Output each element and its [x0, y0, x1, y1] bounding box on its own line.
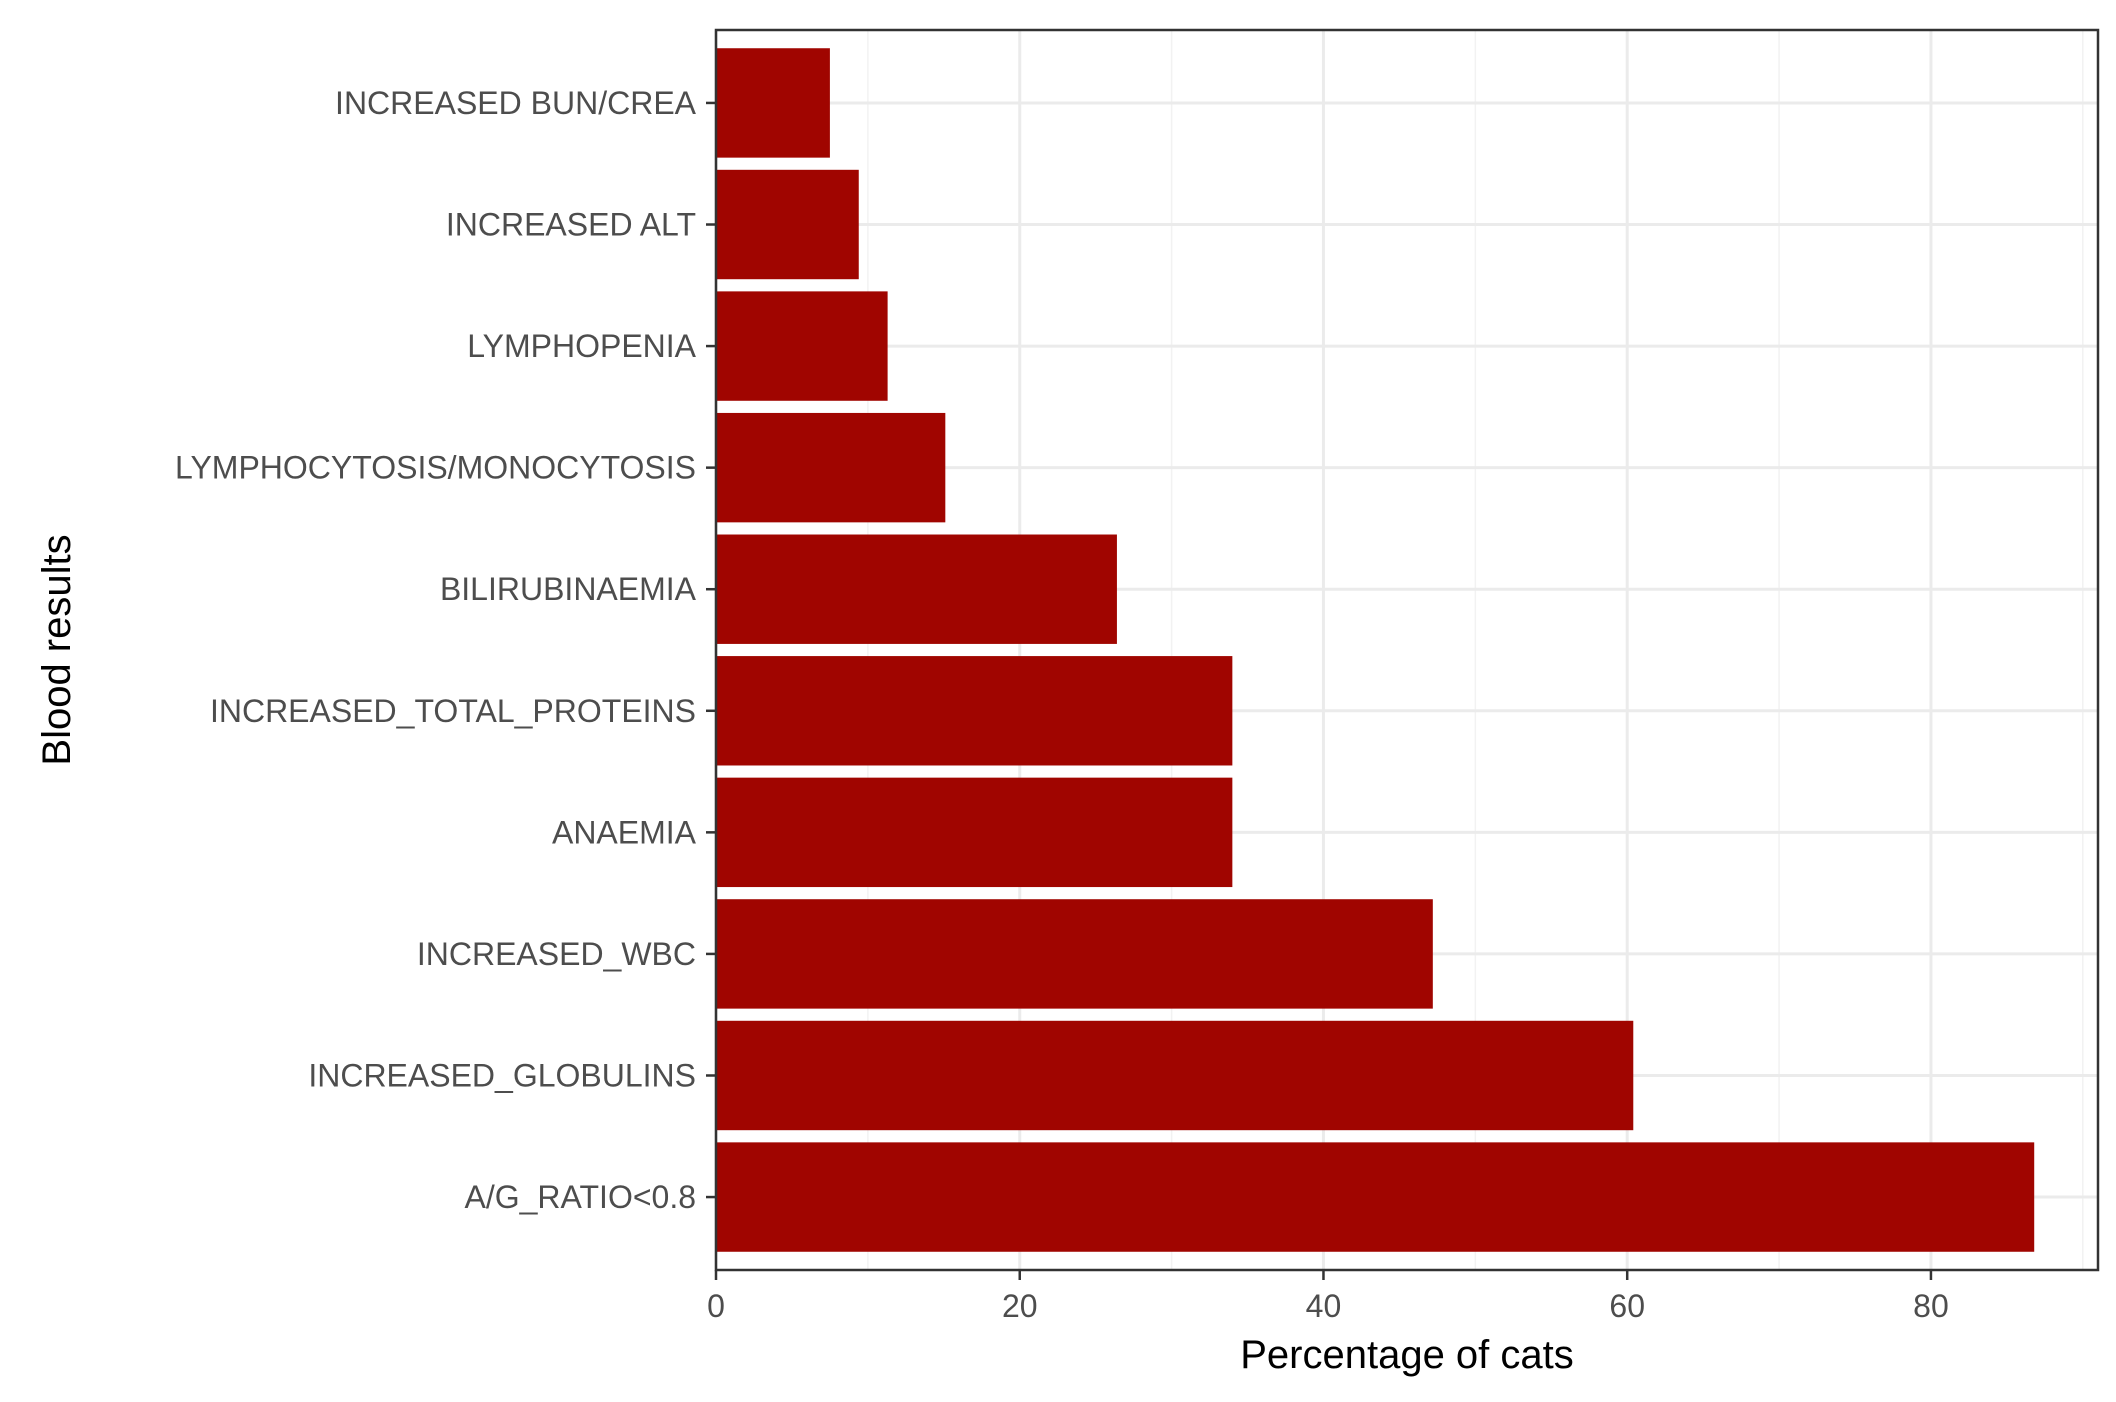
x-tick-label: 80	[1913, 1288, 1949, 1324]
bar	[716, 656, 1233, 766]
bar	[716, 534, 1117, 644]
y-axis: INCREASED BUN/CREA INCREASED ALT LYMPHOPEN…	[175, 85, 716, 1215]
category-label: LYMPHOPENIA	[467, 328, 696, 364]
category-label: INCREASED_GLOBULINS	[308, 1057, 696, 1093]
bar	[716, 899, 1433, 1009]
bar	[716, 169, 859, 280]
x-axis-title: Percentage of cats	[1240, 1333, 1574, 1377]
bar	[716, 412, 946, 523]
category-label: INCREASED ALT	[446, 207, 696, 243]
category-label: ANAEMIA	[552, 814, 697, 850]
x-tick-label: 20	[1002, 1288, 1038, 1324]
x-axis: 0 20 40 60 80	[707, 1270, 1949, 1324]
bar	[716, 777, 1233, 888]
bars	[716, 48, 2035, 1252]
bar	[716, 48, 830, 158]
x-tick-label: 40	[1306, 1288, 1342, 1324]
plot-panel	[714, 28, 2100, 1272]
x-tick-label: 0	[707, 1288, 725, 1324]
category-label: INCREASED BUN/CREA	[335, 85, 697, 121]
category-label: A/G_RATIO<0.8	[465, 1179, 697, 1215]
x-tick-label: 60	[1609, 1288, 1645, 1324]
category-label: INCREASED_TOTAL_PROTEINS	[210, 693, 696, 729]
category-label: LYMPHOCYTOSIS/MONOCYTOSIS	[175, 450, 696, 486]
category-label: INCREASED_WBC	[417, 936, 696, 972]
category-label: BILIRUBINAEMIA	[440, 571, 697, 607]
panel-border	[714, 28, 2100, 1272]
y-axis-title: Blood results	[35, 534, 79, 765]
bar	[716, 1142, 2035, 1252]
bar	[716, 1020, 1634, 1131]
bar	[716, 291, 888, 401]
